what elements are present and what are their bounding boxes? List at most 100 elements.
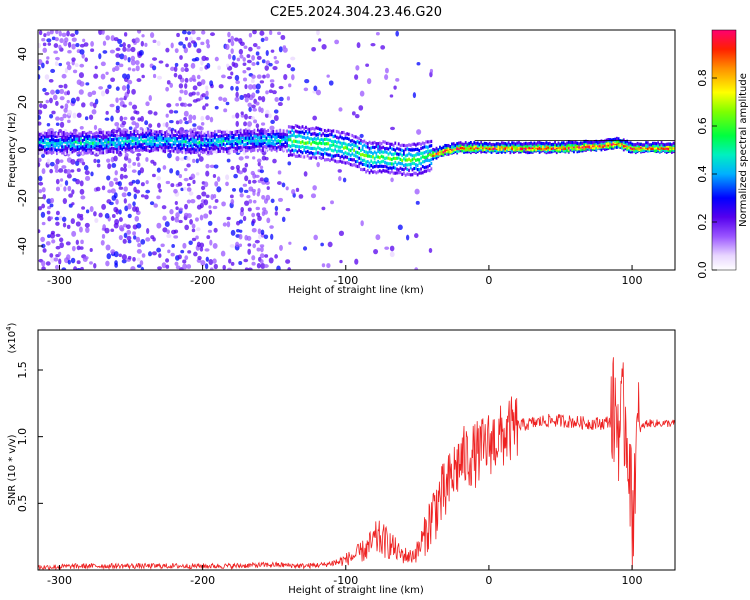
noise-cell xyxy=(80,239,84,245)
ridge-cell xyxy=(85,140,87,144)
noise-cell xyxy=(188,240,193,246)
ridge-cell xyxy=(418,148,421,153)
noise-cell xyxy=(122,238,127,244)
ridge-cell xyxy=(267,128,270,133)
noise-cell xyxy=(139,167,145,174)
noise-cell xyxy=(157,266,163,270)
ridge-cell xyxy=(275,139,278,143)
ridge-cell xyxy=(140,147,142,151)
noise-cell xyxy=(269,79,275,83)
ridge-cell xyxy=(275,149,278,153)
ridge-cell xyxy=(205,133,208,137)
noise-cell xyxy=(190,173,196,180)
noise-cell xyxy=(85,175,91,181)
ridge-cell xyxy=(114,141,117,145)
noise-cell xyxy=(59,88,65,94)
ridge-cell xyxy=(440,152,443,156)
ridge-cell xyxy=(380,164,383,168)
ridge-cell xyxy=(397,156,400,160)
noise-cell xyxy=(135,179,141,185)
noise-cell xyxy=(342,177,347,183)
ridge-cell xyxy=(301,155,304,159)
ridge-cell xyxy=(52,150,55,154)
noise-cell xyxy=(354,113,360,119)
ridge-cell xyxy=(136,145,139,149)
noise-cell xyxy=(79,81,85,87)
ridge-cell xyxy=(547,145,550,149)
noise-cell xyxy=(247,179,252,185)
noise-cell xyxy=(206,62,211,69)
noise-cell xyxy=(287,161,292,166)
ridge-cell xyxy=(181,143,184,148)
noise-cell xyxy=(140,115,144,122)
noise-cell xyxy=(225,174,230,181)
ridge-cell xyxy=(272,142,275,146)
noise-cell xyxy=(140,194,145,198)
noise-cell xyxy=(252,108,258,112)
ridge-cell xyxy=(578,147,580,151)
ridge-cell xyxy=(648,149,651,153)
noise-cell xyxy=(226,267,233,270)
noise-cell xyxy=(76,96,80,102)
ridge-cell xyxy=(591,145,594,150)
ridge-cell xyxy=(421,141,424,145)
noise-cell xyxy=(75,178,81,185)
ridge-cell xyxy=(114,147,117,151)
noise-cell xyxy=(244,97,249,103)
noise-cell xyxy=(136,30,142,34)
ridge-cell xyxy=(226,139,228,144)
noise-cell xyxy=(198,156,204,162)
ridge-cell xyxy=(253,139,256,143)
noise-cell xyxy=(98,86,104,90)
ridge-cell xyxy=(559,143,562,147)
ridge-cell xyxy=(54,139,57,143)
ridge-cell xyxy=(323,128,326,133)
ridge-cell xyxy=(131,129,134,134)
ridge-cell xyxy=(311,151,314,156)
ridge-cell xyxy=(437,150,440,154)
ridge-cell xyxy=(128,136,130,140)
ridge-cell xyxy=(665,146,668,150)
noise-cell xyxy=(113,192,118,199)
noise-cell xyxy=(132,256,136,262)
noise-cell xyxy=(397,224,403,230)
noise-cell xyxy=(243,258,249,263)
ridge-cell xyxy=(536,141,539,145)
ridge-cell xyxy=(408,172,410,176)
ridge-cell xyxy=(135,146,137,150)
ridge-cell xyxy=(392,152,395,156)
ridge-cell xyxy=(492,146,495,151)
ridge-cell xyxy=(122,136,125,140)
ridge-cell xyxy=(220,149,223,153)
ridge-cell xyxy=(341,160,343,164)
ridge-cell xyxy=(574,140,577,145)
ridge-cell xyxy=(193,140,196,144)
ridge-cell xyxy=(267,132,270,137)
noise-cell xyxy=(181,30,187,35)
noise-cell xyxy=(179,157,185,161)
ridge-cell xyxy=(552,148,555,153)
noise-cell xyxy=(115,53,121,58)
noise-cell xyxy=(260,229,265,236)
ridge-cell xyxy=(248,136,251,140)
ridge-cell xyxy=(286,129,288,133)
noise-cell xyxy=(145,180,149,185)
noise-cell xyxy=(64,67,69,74)
noise-cell xyxy=(104,227,110,234)
ridge-cell xyxy=(296,140,299,144)
noise-cell xyxy=(204,103,209,107)
noise-cell xyxy=(115,198,119,205)
ridge-cell xyxy=(265,132,268,136)
noise-cell xyxy=(178,173,183,179)
ridge-cell xyxy=(268,141,271,145)
ridge-cell xyxy=(348,137,350,141)
ridge-cell xyxy=(636,144,639,148)
ridge-cell xyxy=(669,149,672,153)
noise-cell xyxy=(238,261,243,265)
ridge-cell xyxy=(260,149,263,153)
ridge-cell xyxy=(131,149,134,153)
ridge-cell xyxy=(507,143,510,147)
ridge-cell xyxy=(387,156,390,160)
noise-cell xyxy=(135,156,140,162)
ridge-cell xyxy=(442,152,445,157)
